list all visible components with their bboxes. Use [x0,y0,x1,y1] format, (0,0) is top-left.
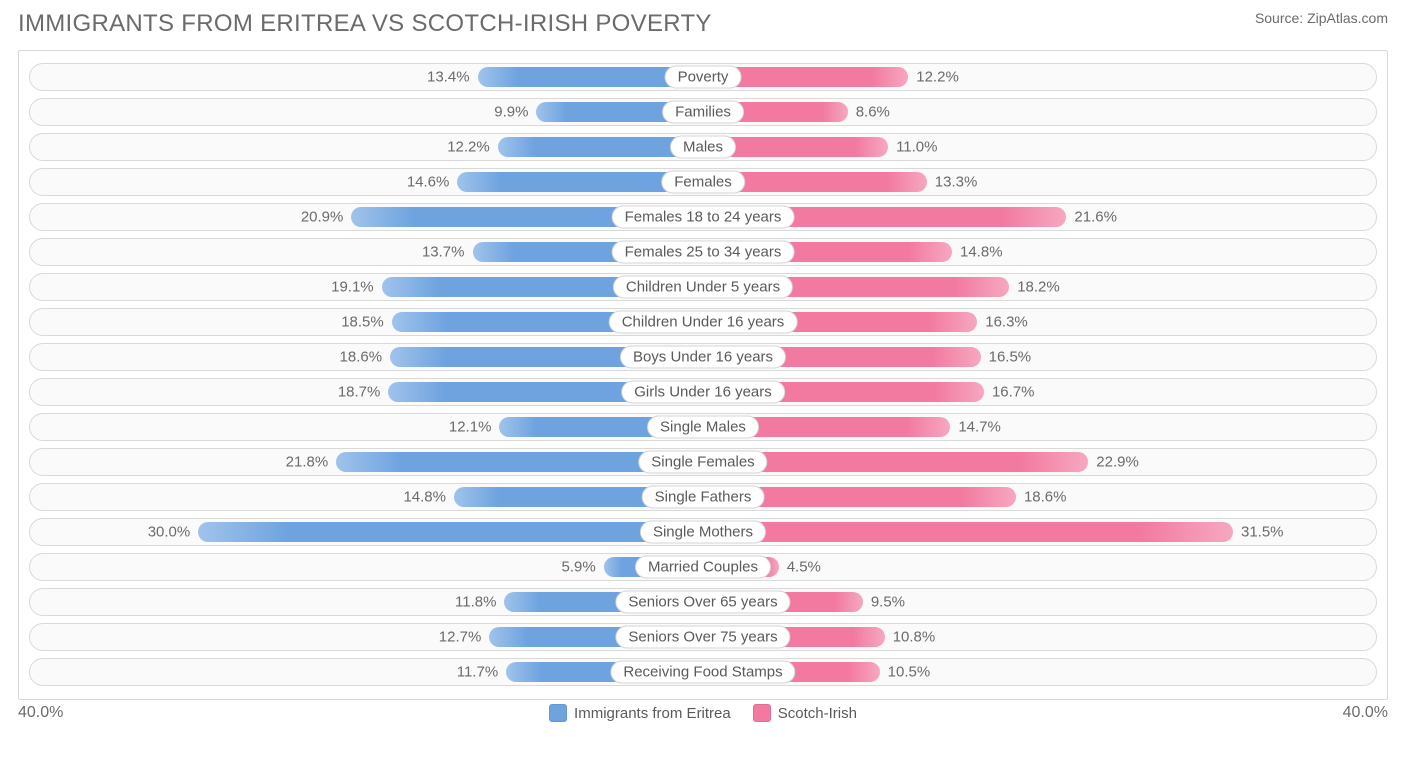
bar-right [703,522,1233,542]
legend-item-left: Immigrants from Eritrea [549,704,731,722]
category-label: Females 25 to 34 years [612,241,795,264]
chart-row: 13.7% 14.8% Females 25 to 34 years [29,238,1377,266]
chart-row: 11.7% 10.5% Receiving Food Stamps [29,658,1377,686]
value-right: 12.2% [916,69,959,86]
chart-row: 13.4% 12.2% Poverty [29,63,1377,91]
category-label: Seniors Over 75 years [615,626,790,649]
chart-row: 12.2% 11.0% Males [29,133,1377,161]
value-left: 12.7% [439,629,482,646]
category-label: Females [661,171,745,194]
chart-row: 14.8% 18.6% Single Fathers [29,483,1377,511]
legend-item-right: Scotch-Irish [753,704,857,722]
axis-max-right: 40.0% [1343,704,1388,722]
value-right: 18.6% [1024,489,1067,506]
value-left: 18.7% [338,384,381,401]
axis-max-left: 40.0% [18,704,63,722]
value-left: 19.1% [331,279,374,296]
value-right: 10.8% [893,629,936,646]
chart-row: 18.7% 16.7% Girls Under 16 years [29,378,1377,406]
chart-header: IMMIGRANTS FROM ERITREA VS SCOTCH-IRISH … [18,10,1388,38]
value-left: 11.8% [455,594,496,611]
value-right: 11.0% [896,139,937,156]
bar-left [198,522,703,542]
legend-swatch-left [549,704,567,722]
chart-row: 12.1% 14.7% Single Males [29,413,1377,441]
chart-row: 12.7% 10.8% Seniors Over 75 years [29,623,1377,651]
category-label: Males [670,136,736,159]
chart-source: Source: ZipAtlas.com [1255,10,1388,26]
value-left: 13.7% [422,244,465,261]
chart-row: 21.8% 22.9% Single Females [29,448,1377,476]
chart-row: 14.6% 13.3% Females [29,168,1377,196]
category-label: Married Couples [635,556,771,579]
chart-footer: 40.0% Immigrants from Eritrea Scotch-Iri… [18,704,1388,722]
value-right: 14.8% [960,244,1003,261]
category-label: Girls Under 16 years [621,381,785,404]
value-right: 8.6% [856,104,890,121]
category-label: Females 18 to 24 years [612,206,795,229]
value-left: 12.1% [449,419,492,436]
value-left: 21.8% [286,454,329,471]
value-right: 31.5% [1241,524,1284,541]
value-left: 11.7% [457,664,498,681]
category-label: Seniors Over 65 years [615,591,790,614]
value-left: 30.0% [148,524,191,541]
chart-legend: Immigrants from Eritrea Scotch-Irish [549,704,857,722]
chart-row: 18.5% 16.3% Children Under 16 years [29,308,1377,336]
chart-row: 5.9% 4.5% Married Couples [29,553,1377,581]
category-label: Families [662,101,744,124]
value-right: 16.7% [992,384,1035,401]
value-left: 9.9% [494,104,528,121]
source-name: ZipAtlas.com [1307,10,1388,26]
value-right: 14.7% [958,419,1001,436]
source-prefix: Source: [1255,10,1307,26]
value-left: 14.8% [403,489,446,506]
chart-row: 11.8% 9.5% Seniors Over 65 years [29,588,1377,616]
chart-row: 19.1% 18.2% Children Under 5 years [29,273,1377,301]
value-right: 9.5% [871,594,905,611]
value-right: 16.5% [989,349,1032,366]
value-left: 18.6% [340,349,383,366]
diverging-bar-chart: 13.4% 12.2% Poverty 9.9% 8.6% Families 12.2% 11… [18,50,1388,700]
category-label: Poverty [665,66,742,89]
value-right: 16.3% [985,314,1028,331]
chart-row: 9.9% 8.6% Families [29,98,1377,126]
chart-row: 20.9% 21.6% Females 18 to 24 years [29,203,1377,231]
category-label: Single Males [647,416,759,439]
category-label: Single Females [638,451,767,474]
chart-row: 30.0% 31.5% Single Mothers [29,518,1377,546]
category-label: Single Fathers [642,486,765,509]
value-left: 14.6% [407,174,450,191]
value-left: 5.9% [562,559,596,576]
legend-label-right: Scotch-Irish [778,705,857,722]
category-label: Single Mothers [640,521,766,544]
value-right: 18.2% [1017,279,1060,296]
category-label: Children Under 5 years [613,276,793,299]
chart-container: IMMIGRANTS FROM ERITREA VS SCOTCH-IRISH … [0,0,1406,736]
chart-row: 18.6% 16.5% Boys Under 16 years [29,343,1377,371]
value-left: 12.2% [447,139,490,156]
chart-title: IMMIGRANTS FROM ERITREA VS SCOTCH-IRISH … [18,10,712,38]
category-label: Boys Under 16 years [620,346,786,369]
legend-swatch-right [753,704,771,722]
value-left: 13.4% [427,69,470,86]
category-label: Receiving Food Stamps [610,661,795,684]
value-right: 4.5% [787,559,821,576]
legend-label-left: Immigrants from Eritrea [574,705,731,722]
category-label: Children Under 16 years [609,311,798,334]
value-right: 10.5% [888,664,931,681]
value-right: 22.9% [1096,454,1139,471]
value-right: 13.3% [935,174,978,191]
value-left: 18.5% [341,314,384,331]
value-right: 21.6% [1074,209,1117,226]
value-left: 20.9% [301,209,344,226]
